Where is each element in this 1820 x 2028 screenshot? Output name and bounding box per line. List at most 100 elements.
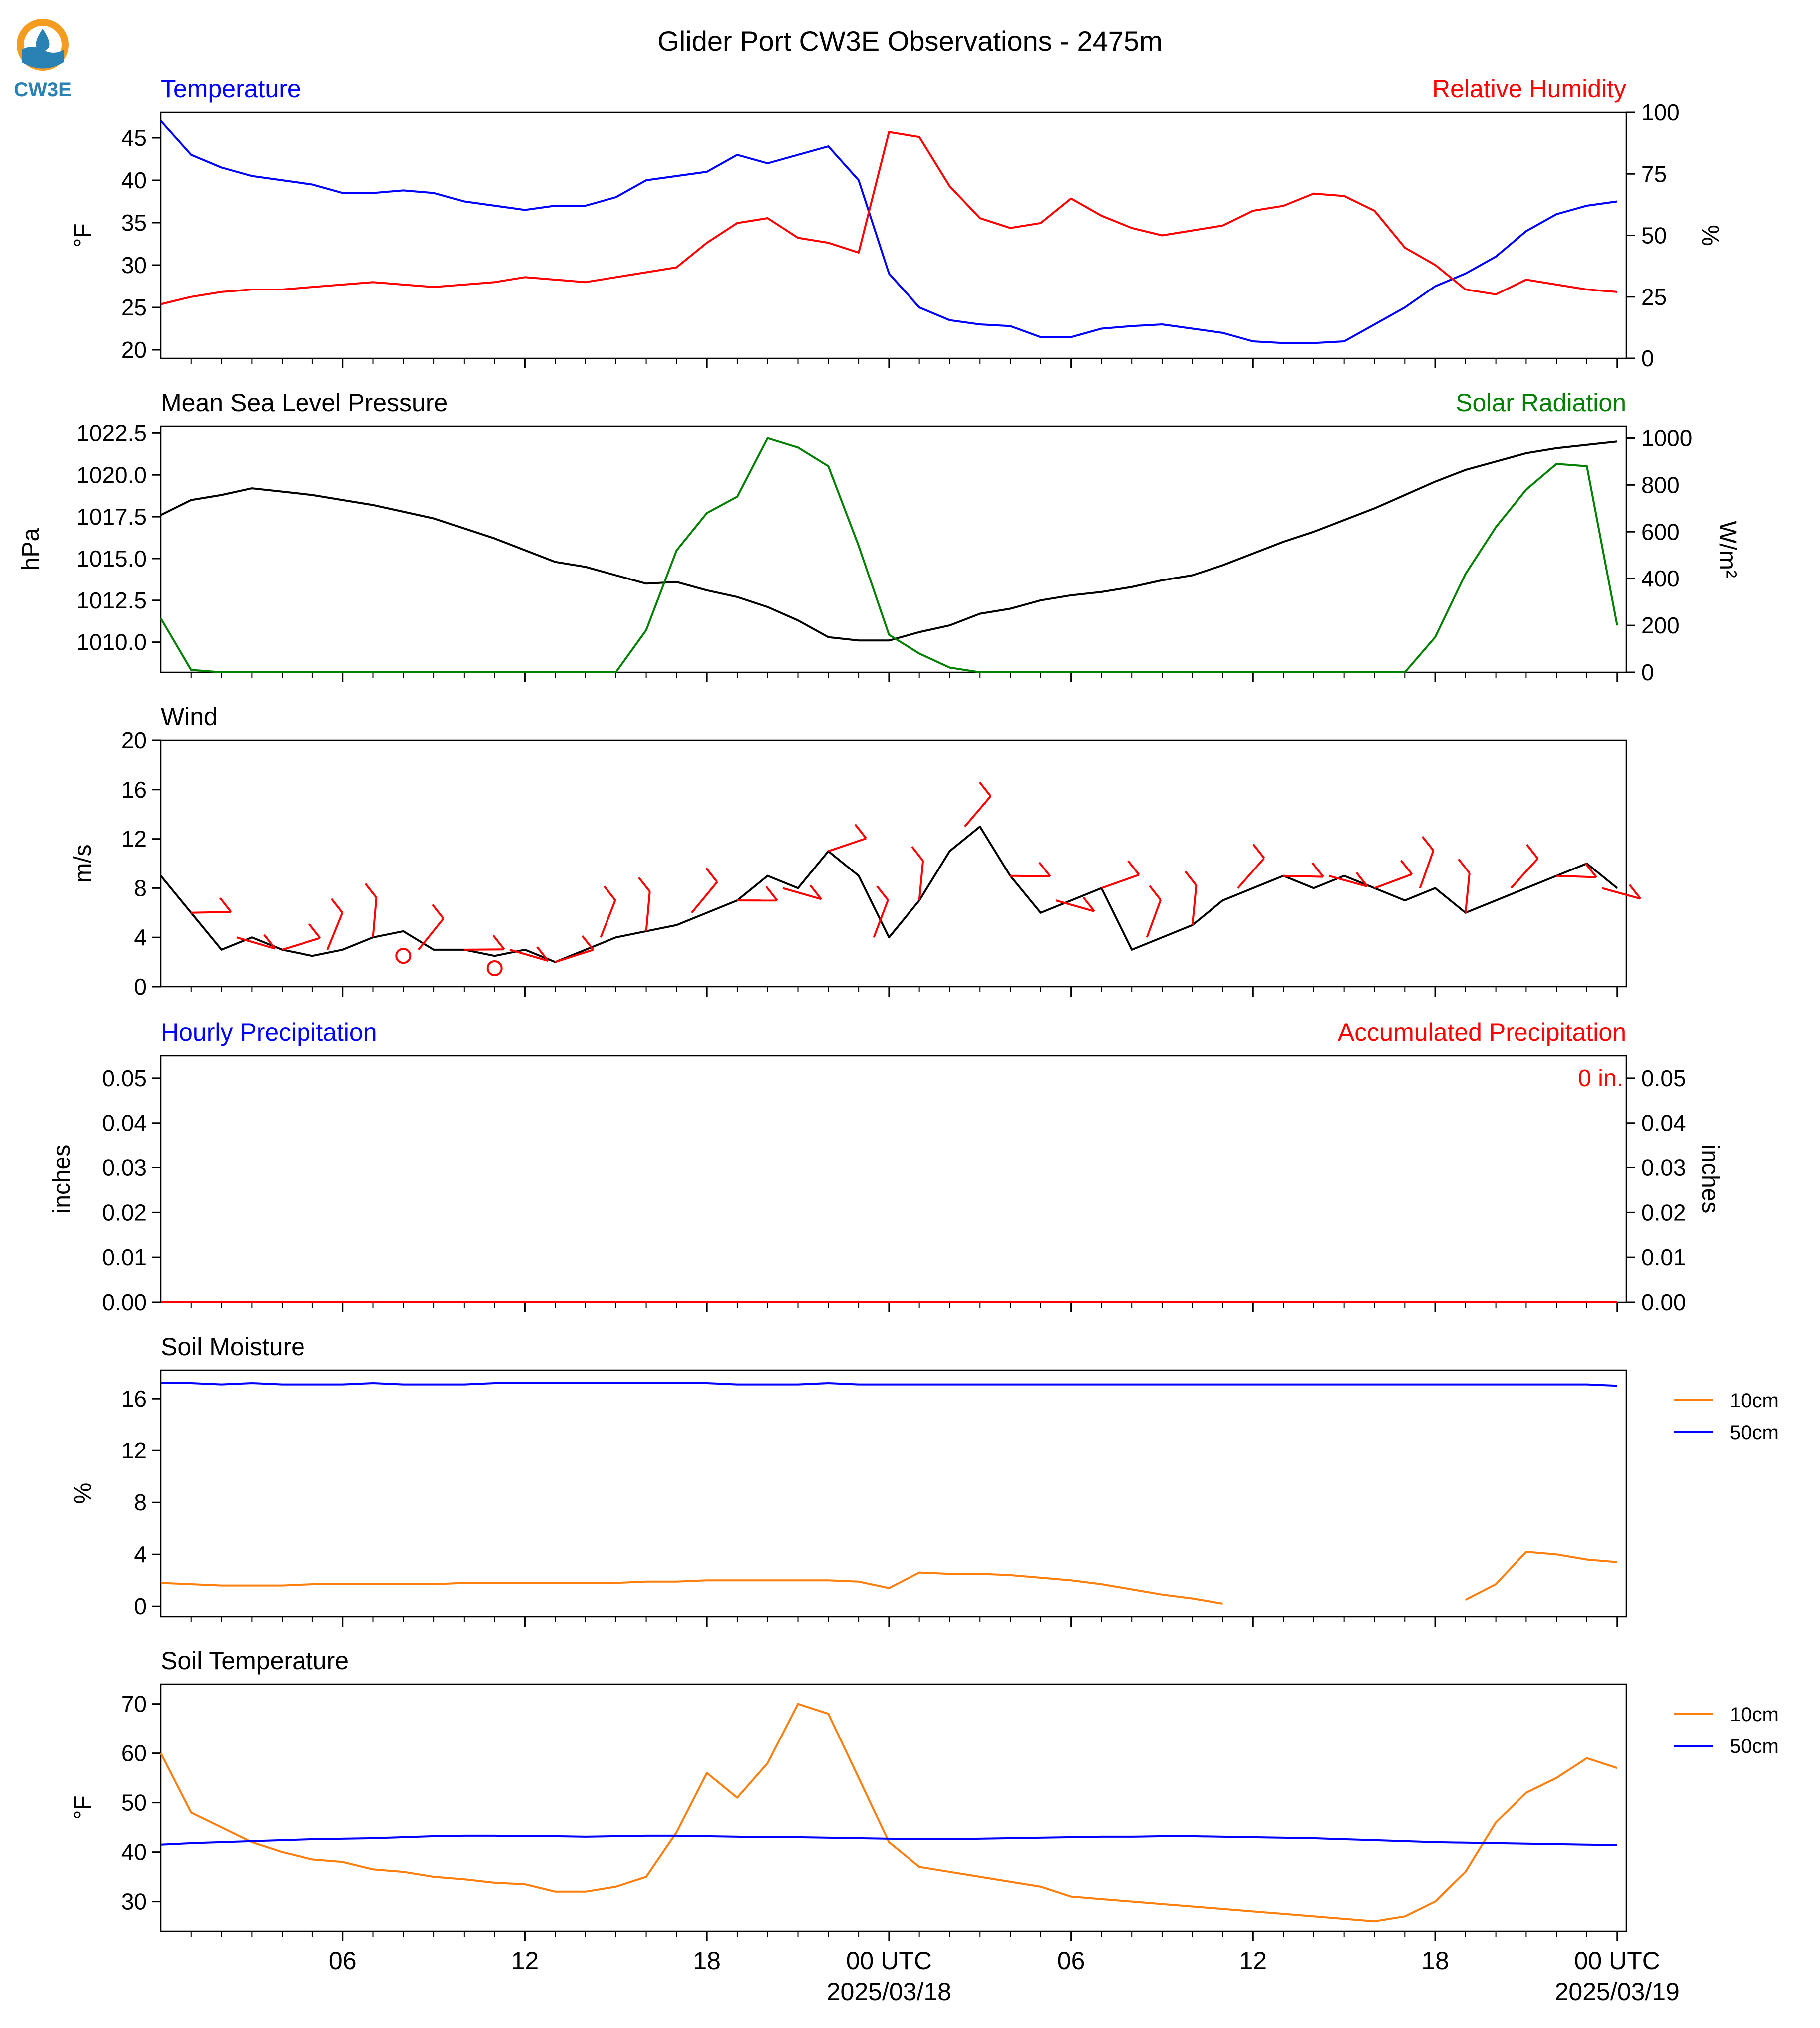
x-axis: 06 12 18 00 UTC 06 12 18 00 UTC 2025/03/18 2025/0… bbox=[329, 1947, 1680, 2006]
y-tick-label-right: 1000 bbox=[1641, 425, 1692, 451]
panel-pressure_solar: Mean Sea Level Pressure Solar Radiation 10… bbox=[18, 389, 1741, 685]
y-tick-label-right: 50 bbox=[1641, 223, 1667, 249]
legend-label: 50cm bbox=[1730, 1736, 1779, 1757]
wind-barb-flag bbox=[604, 885, 616, 901]
wind-barb-flag bbox=[854, 824, 867, 839]
x-tick-label: 12 bbox=[511, 1947, 539, 1975]
series-50cm bbox=[160, 1834, 1617, 1846]
wind-barb-flag bbox=[911, 846, 924, 862]
y-tick-label-left: 70 bbox=[121, 1691, 147, 1717]
x-tick-label: 00 UTC bbox=[846, 1947, 932, 1975]
y-tick-label-left: 16 bbox=[121, 777, 147, 803]
wind-barb bbox=[1601, 887, 1641, 900]
plot-frame bbox=[160, 425, 1627, 673]
wind-barb bbox=[1101, 873, 1140, 889]
y-tick-label-left: 1022.5 bbox=[76, 420, 147, 446]
wind-barb-flag bbox=[1355, 872, 1368, 887]
accumulated-precip-annotation: 0 in. bbox=[1578, 1065, 1623, 1092]
wind-barb-flag bbox=[1421, 836, 1434, 852]
legend: 10cm 50cm bbox=[1674, 1704, 1779, 1757]
x-tick-label: 06 bbox=[329, 1947, 357, 1975]
wind-barb-flag bbox=[1252, 844, 1265, 859]
logo-wave bbox=[22, 47, 64, 69]
wind-barb bbox=[1464, 872, 1471, 913]
y-tick-label-left: 1020.0 bbox=[76, 462, 147, 488]
panel-title-left: Temperature bbox=[161, 75, 301, 103]
wind-barb-flag bbox=[308, 923, 321, 939]
y-tick-label-left: 0 bbox=[134, 974, 147, 1000]
wind-barb-flag bbox=[809, 884, 822, 900]
wind-barb bbox=[918, 861, 924, 901]
y-axis-label-left: °F bbox=[70, 223, 96, 248]
y-tick-label-right: 0.05 bbox=[1641, 1065, 1686, 1091]
y-tick-label-left: 12 bbox=[121, 826, 147, 852]
y-tick-label-right: 200 bbox=[1641, 612, 1680, 638]
wind-barb bbox=[1419, 850, 1435, 889]
y-tick-label-right: 0.00 bbox=[1641, 1289, 1686, 1315]
y-tick-label-right: 400 bbox=[1641, 566, 1680, 591]
wind-barb-flag bbox=[876, 885, 889, 901]
wind-barb-flag bbox=[1184, 870, 1198, 886]
legend-label: 10cm bbox=[1730, 1390, 1779, 1412]
wind-barb-flag bbox=[330, 898, 343, 913]
legend-label: 50cm bbox=[1730, 1422, 1779, 1444]
panel-title-right: Accumulated Precipitation bbox=[1338, 1018, 1626, 1046]
y-tick-label-left: 1017.5 bbox=[76, 504, 147, 530]
y-tick-label-left: 40 bbox=[121, 167, 147, 193]
y-tick-label-left: 35 bbox=[121, 210, 147, 236]
wind-barb-flag bbox=[765, 886, 778, 901]
y-tick-label-left: 0 bbox=[134, 1593, 147, 1619]
x-tick-label: 12 bbox=[1239, 1947, 1267, 1975]
panel-title-left: Soil Temperature bbox=[161, 1647, 349, 1675]
y-tick-label-left: 8 bbox=[134, 1489, 147, 1515]
wind-barb-flag bbox=[1038, 862, 1051, 877]
wind-barb bbox=[1146, 899, 1162, 938]
y-tick-label-right: 0 bbox=[1641, 659, 1654, 685]
wind-barb bbox=[873, 899, 889, 938]
wind-barb-flag bbox=[536, 946, 549, 962]
plot-frame bbox=[160, 1369, 1627, 1618]
wind-barb bbox=[645, 891, 651, 932]
wind-barb bbox=[1055, 899, 1095, 912]
series-solar-radiation bbox=[160, 437, 1618, 673]
series-temperature bbox=[160, 120, 1618, 344]
x-tick-label: 18 bbox=[1421, 1947, 1449, 1975]
wind-barb-flag bbox=[705, 867, 718, 883]
wind-barb-flag bbox=[979, 781, 992, 797]
plot-frame bbox=[160, 739, 1627, 988]
logo-text: CW3E bbox=[14, 79, 72, 101]
x-date-label: 2025/03/18 bbox=[827, 1978, 951, 2006]
y-tick-label-left: 0.01 bbox=[102, 1244, 147, 1270]
panel-title-left: Mean Sea Level Pressure bbox=[161, 389, 448, 417]
calm-wind-marker bbox=[395, 948, 412, 964]
series-10cm bbox=[160, 1551, 1617, 1605]
wind-barb bbox=[1191, 885, 1198, 925]
series-relative-humidity bbox=[160, 131, 1617, 305]
panel-soil_moisture: Soil Moisture 0 4 8 12 16% 10cm 50cm bbox=[70, 1333, 1779, 1627]
panel-temp_rh: Temperature Relative Humidity 20 25 30 35 40 45… bbox=[70, 75, 1723, 371]
y-tick-label-right: 0.01 bbox=[1641, 1244, 1686, 1270]
panel-wind: Wind 0 4 8 12 16 20 m/s bbox=[70, 703, 1642, 1000]
y-tick-label-right: 800 bbox=[1641, 472, 1680, 498]
wind-barb-flag bbox=[1628, 884, 1642, 899]
wind-barbs bbox=[191, 781, 1642, 976]
wind-barb bbox=[372, 897, 378, 938]
y-axis-label-left: hPa bbox=[18, 528, 44, 571]
wind-barb bbox=[464, 948, 504, 951]
wind-barb bbox=[509, 948, 549, 962]
droplet-icon bbox=[36, 29, 50, 51]
wind-barb-flag bbox=[581, 935, 594, 951]
y-tick-label-right: 25 bbox=[1641, 284, 1667, 310]
plot-frame bbox=[160, 1683, 1627, 1932]
y-tick-label-left: 50 bbox=[121, 1790, 147, 1816]
panel-precip: Hourly Precipitation Accumulated Precipit… bbox=[49, 1018, 1723, 1315]
wind-barb-flag bbox=[432, 904, 445, 919]
y-tick-label-right: 0.02 bbox=[1641, 1199, 1686, 1225]
wind-barb bbox=[691, 881, 718, 914]
y-tick-label-left: 1010.0 bbox=[76, 629, 147, 655]
wind-barb-flag bbox=[1149, 885, 1162, 901]
wind-barb-flag bbox=[1584, 863, 1597, 878]
wind-barb bbox=[782, 887, 822, 900]
y-tick-label-left: 30 bbox=[121, 1889, 147, 1915]
